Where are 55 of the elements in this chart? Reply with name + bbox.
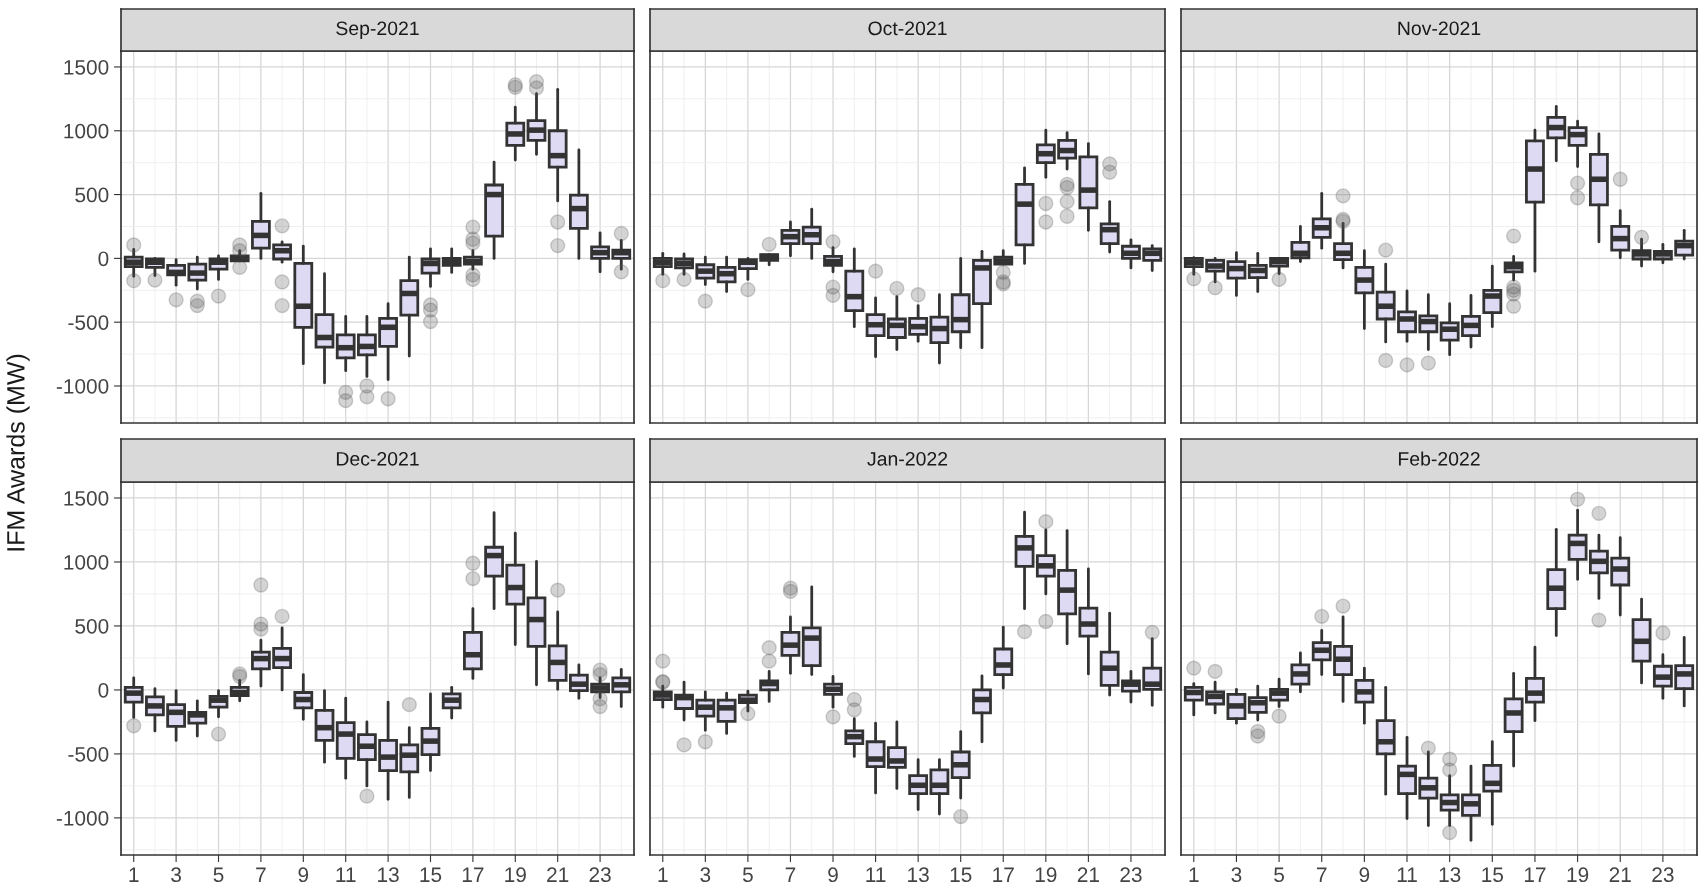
x-tick-label: 17 xyxy=(1524,867,1546,882)
x-tick-label: 1 xyxy=(658,867,668,882)
x-tick-label: 21 xyxy=(1077,867,1099,882)
x-tick-label: 19 xyxy=(1567,867,1589,883)
y-tick-label: -500 xyxy=(68,746,109,762)
x-tick-label: 7 xyxy=(785,867,796,882)
x-tick-label: 5 xyxy=(742,867,753,883)
chart-title: Nov-2021 xyxy=(1398,21,1481,36)
x-tick-label: 19 xyxy=(1035,867,1057,883)
x-tick-label: 17 xyxy=(462,867,484,882)
x-tick-label: 3 xyxy=(700,867,711,883)
x-tick-label: 17 xyxy=(993,867,1014,882)
chart-title: Sep-2021 xyxy=(336,21,419,40)
y-tick-label: 1500 xyxy=(64,491,109,506)
x-tick-label: 11 xyxy=(866,867,886,882)
y-tick-label: -1000 xyxy=(56,810,109,826)
x-tick-label: 9 xyxy=(298,867,309,883)
x-tick-label: 1 xyxy=(1189,867,1199,882)
x-tick-label: 15 xyxy=(950,867,972,883)
x-tick-label: 15 xyxy=(420,867,442,883)
x-tick-label: 5 xyxy=(1274,867,1284,883)
y-tick-label: -500 xyxy=(68,315,109,330)
y-tick-label: 1000 xyxy=(64,123,109,139)
x-tick-label: 7 xyxy=(256,867,266,882)
chart-title: Oct-2021 xyxy=(868,21,947,36)
x-tick-label: 23 xyxy=(1120,867,1142,883)
x-tick-label: 23 xyxy=(1652,867,1674,883)
x-tick-label: 13 xyxy=(908,867,929,883)
y-tick-label: 500 xyxy=(75,618,109,634)
y-tick-label: 1500 xyxy=(64,59,109,75)
y-tick-label: 500 xyxy=(75,187,109,203)
x-tick-label: 21 xyxy=(1609,867,1631,882)
x-tick-label: 9 xyxy=(828,867,838,883)
x-tick-label: 7 xyxy=(1317,867,1327,882)
y-tick-label: 1000 xyxy=(64,554,109,570)
x-tick-label: 13 xyxy=(1439,867,1461,883)
x-tick-label: 15 xyxy=(1482,867,1504,883)
y-tick-label: -1000 xyxy=(56,378,109,394)
x-tick-label: 3 xyxy=(1231,867,1242,883)
chart-title: Dec-2021 xyxy=(336,451,419,466)
x-tick-label: 9 xyxy=(1359,867,1370,883)
x-tick-label: 23 xyxy=(589,867,611,883)
y-tick-label: 0 xyxy=(98,251,109,267)
chart-title: Jan-2022 xyxy=(867,451,948,466)
x-tick-label: 1 xyxy=(129,867,139,882)
y-axis-title: IFM Awards (MW) xyxy=(6,354,30,551)
chart-title: Feb-2022 xyxy=(1398,451,1480,466)
y-tick-label: 0 xyxy=(98,682,109,698)
x-tick-label: 11 xyxy=(1397,867,1417,882)
x-tick-label: 21 xyxy=(547,867,569,882)
x-tick-label: 5 xyxy=(213,867,224,883)
x-tick-label: 11 xyxy=(336,867,356,882)
x-tick-label: 19 xyxy=(505,867,526,883)
x-tick-label: 13 xyxy=(378,867,399,883)
x-tick-label: 3 xyxy=(171,867,181,883)
